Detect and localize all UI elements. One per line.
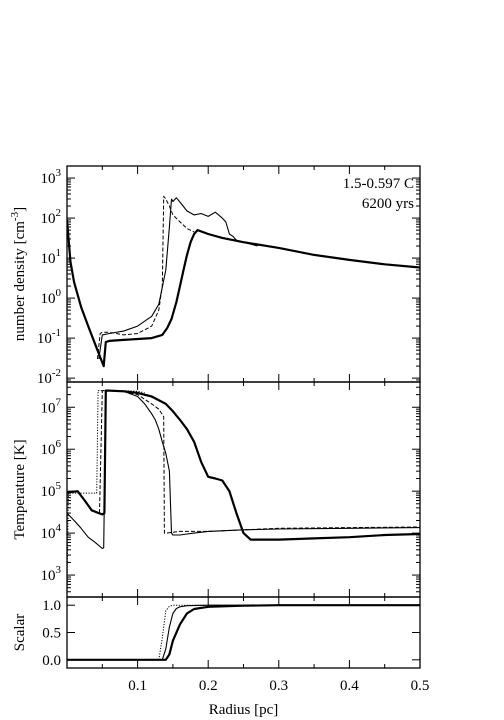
y-tick-base: 10 xyxy=(41,400,56,416)
y-tick-base: 10 xyxy=(41,442,56,458)
y-tick-label: 10-1 xyxy=(37,327,61,347)
y-tick-exponent: 7 xyxy=(56,396,62,408)
y-tick-label: 10-2 xyxy=(37,367,61,387)
series-group xyxy=(67,389,420,592)
x-tick-label: 0.1 xyxy=(128,678,147,694)
y-tick-label: 0.0 xyxy=(42,653,61,669)
series-group xyxy=(67,195,420,368)
y-tick-exponent: 6 xyxy=(56,438,62,450)
y-tick-exponent: 4 xyxy=(56,522,62,534)
x-tick-label: 0.3 xyxy=(269,678,288,694)
y-axis-label: number density [cm-3] xyxy=(9,207,28,341)
series-line-thick xyxy=(67,389,420,541)
y-tick-label: 102 xyxy=(41,207,62,227)
y-tick-base: 10 xyxy=(37,331,52,347)
y-tick-base: 10 xyxy=(41,291,56,307)
y-tick-base: 10 xyxy=(41,526,56,542)
y-tick-label: 107 xyxy=(41,396,62,416)
y-tick-label: 100 xyxy=(41,287,62,307)
y-tick-base: 10 xyxy=(41,568,56,584)
y-tick-exponent: 3 xyxy=(56,564,62,576)
y-tick-label: 103 xyxy=(41,564,62,584)
y-tick-exponent: 2 xyxy=(56,207,62,219)
series-line-thin xyxy=(98,197,258,360)
y-axis-label: Temperature [K] xyxy=(12,439,28,539)
y-tick-label: 106 xyxy=(41,438,62,458)
y-tick-label: 101 xyxy=(41,247,62,267)
y-tick-base: 10 xyxy=(41,211,56,227)
y-tick-label: 104 xyxy=(41,522,62,542)
x-tick-label: 0.4 xyxy=(340,678,359,694)
y-tick-label: 105 xyxy=(41,480,62,500)
y-tick-label: 1.0 xyxy=(42,598,61,614)
panel-scalar: 0.0 0.5 1.0 Scalar 0.1 0.2 0.3 0.4 0.5 Radius [pc… xyxy=(12,596,430,718)
series-line-dot xyxy=(67,604,420,661)
y-tick-exponent: -1 xyxy=(52,327,61,339)
panel-frame xyxy=(66,596,421,669)
y-axis-label: Scalar xyxy=(12,614,28,651)
y-tick-base: 10 xyxy=(37,371,52,387)
y-tick-label: 103 xyxy=(41,167,62,187)
y-tick-base: 10 xyxy=(41,251,56,267)
y-tick-exponent: 1 xyxy=(56,247,62,259)
y-tick-label: 0.5 xyxy=(42,626,61,642)
y-tick-exponent: 0 xyxy=(56,287,62,299)
x-axis-label: Radius [pc] xyxy=(209,702,279,718)
annotation-model: 1.5-0.597 C xyxy=(343,176,414,192)
series-line-dot xyxy=(67,390,145,592)
y-tick-base: 10 xyxy=(41,484,56,500)
y-tick-exponent: 3 xyxy=(56,167,62,179)
x-tick-label: 0.2 xyxy=(199,678,218,694)
series-line-thin xyxy=(67,604,420,661)
x-tick-label: 0.5 xyxy=(411,678,430,694)
y-tick-exponent: -2 xyxy=(52,367,61,379)
y-tick-base: 10 xyxy=(41,171,56,187)
series-line-thin xyxy=(67,390,420,550)
annotation-age: 6200 yrs xyxy=(362,196,414,212)
series-group xyxy=(67,604,420,661)
series-line-dash xyxy=(96,195,195,360)
y-tick-exponent: 5 xyxy=(56,480,62,492)
